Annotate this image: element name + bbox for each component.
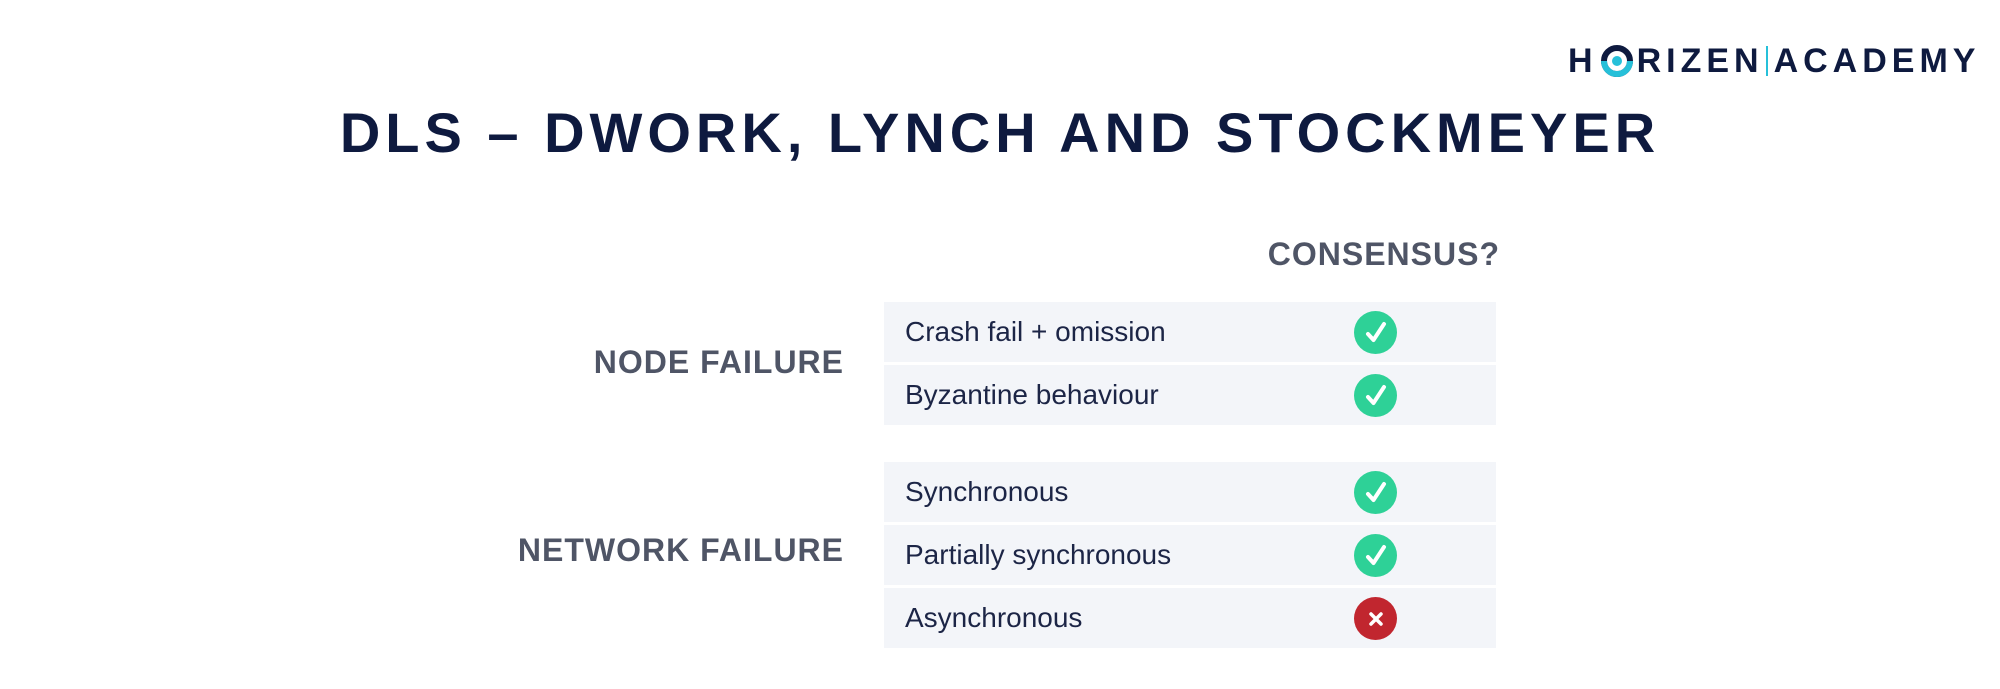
table-row: Partially synchronous	[884, 525, 1496, 585]
row-label: Asynchronous	[905, 602, 1083, 633]
row-label: Byzantine behaviour	[905, 379, 1159, 410]
row-label: Synchronous	[905, 476, 1069, 507]
logo-text-rizen: RIZEN	[1636, 41, 1764, 80]
horizen-academy-logo: H RIZEN ACADEMY	[1568, 41, 1980, 81]
logo-text-h: H	[1568, 41, 1598, 80]
page-title: DLS – DWORK, LYNCH AND STOCKMEYER	[339, 101, 1661, 164]
group-label-node-failure: NODE FAILURE	[593, 344, 844, 380]
row-label: Crash fail + omission	[905, 316, 1166, 347]
logo-divider	[1765, 46, 1768, 76]
network-failure-table: Synchronous Partially synchronous Asynch…	[884, 462, 1496, 651]
group-label-network-failure: NETWORK FAILURE	[517, 532, 844, 568]
check-icon	[1354, 311, 1397, 354]
table-row: Crash fail + omission	[884, 302, 1496, 362]
logo-text-academy: ACADEMY	[1773, 41, 1981, 80]
table-row: Synchronous	[884, 462, 1496, 522]
node-failure-table: Crash fail + omission Byzantine behaviou…	[884, 302, 1496, 428]
check-icon	[1354, 534, 1397, 577]
table-row: Asynchronous	[884, 588, 1496, 648]
check-icon	[1354, 374, 1397, 417]
consensus-column-header: CONSENSUS?	[1267, 236, 1500, 272]
cross-icon	[1354, 597, 1397, 640]
row-label: Partially synchronous	[905, 539, 1172, 570]
table-row: Byzantine behaviour	[884, 365, 1496, 425]
check-icon	[1354, 471, 1397, 514]
logo-ring-icon	[1600, 44, 1634, 78]
